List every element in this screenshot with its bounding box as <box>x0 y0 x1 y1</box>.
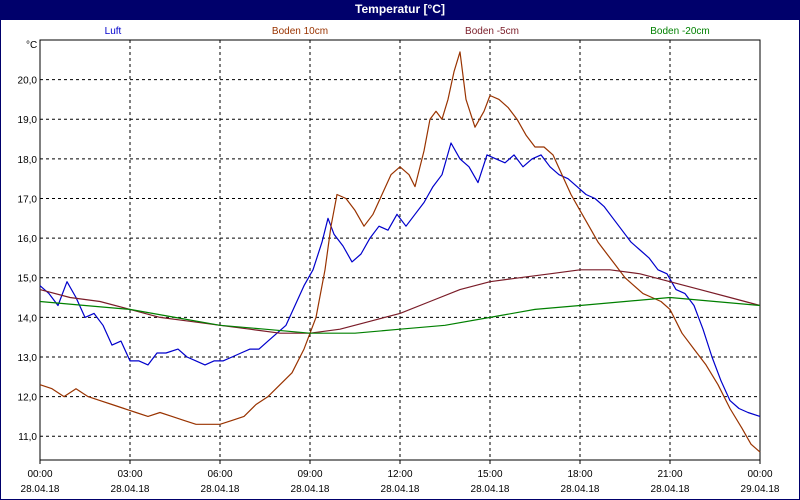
series-line-2 <box>39 51 761 453</box>
x-tick-time: 09:00 <box>297 469 322 480</box>
x-tick-time: 12:00 <box>387 469 412 480</box>
legend-entry-1: Luft <box>105 26 122 37</box>
x-tick-date: 28.04.18 <box>651 484 690 495</box>
y-tick-label: 16,0 <box>18 234 38 245</box>
x-tick-date: 29.04.18 <box>741 484 780 495</box>
x-tick-time: 03:00 <box>117 469 142 480</box>
x-tick-date: 28.04.18 <box>21 484 60 495</box>
x-tick-time: 00:00 <box>747 469 772 480</box>
x-tick-date: 28.04.18 <box>381 484 420 495</box>
x-tick-date: 28.04.18 <box>561 484 600 495</box>
axes <box>39 39 761 464</box>
y-tick-label: 18,0 <box>18 155 38 166</box>
x-tick-date: 28.04.18 <box>111 484 150 495</box>
y-tick-label: 12,0 <box>18 393 38 404</box>
x-tick-time: 18:00 <box>567 469 592 480</box>
plot-border <box>39 39 761 461</box>
legend: Luft Boden 10cm Boden -5cm Boden -20cm <box>105 26 710 37</box>
y-tick-label: 11,0 <box>18 432 37 443</box>
series-line-1 <box>39 142 761 417</box>
legend-entry-4: Boden -20cm <box>650 26 709 37</box>
x-tick-time: 00:00 <box>27 469 52 480</box>
y-axis-label: °C <box>26 40 37 51</box>
x-tick-date: 28.04.18 <box>291 484 330 495</box>
x-tick-time: 21:00 <box>657 469 682 480</box>
series-line-4 <box>39 296 761 334</box>
y-tick-label: 17,0 <box>18 194 38 205</box>
series-lines <box>39 51 761 453</box>
legend-entry-2: Boden 10cm <box>272 26 328 37</box>
series-line-3 <box>39 269 761 334</box>
x-tick-time: 06:00 <box>207 469 232 480</box>
grid <box>40 40 760 460</box>
y-tick-label: 15,0 <box>18 274 38 285</box>
tick-labels: 11,0 12,0 13,0 14,0 15,0 16,0 17,0 18,0 19,0 20,0… <box>18 76 780 495</box>
chart-title: Temperatur [°C] <box>0 0 800 19</box>
y-tick-label: 20,0 <box>18 76 38 87</box>
legend-entry-3: Boden -5cm <box>465 26 519 37</box>
y-tick-label: 13,0 <box>18 353 38 364</box>
x-tick-date: 28.04.18 <box>471 484 510 495</box>
y-tick-label: 19,0 <box>18 115 38 126</box>
x-tick-date: 28.04.18 <box>201 484 240 495</box>
y-tick-label: 14,0 <box>18 313 38 324</box>
x-tick-time: 15:00 <box>477 469 502 480</box>
